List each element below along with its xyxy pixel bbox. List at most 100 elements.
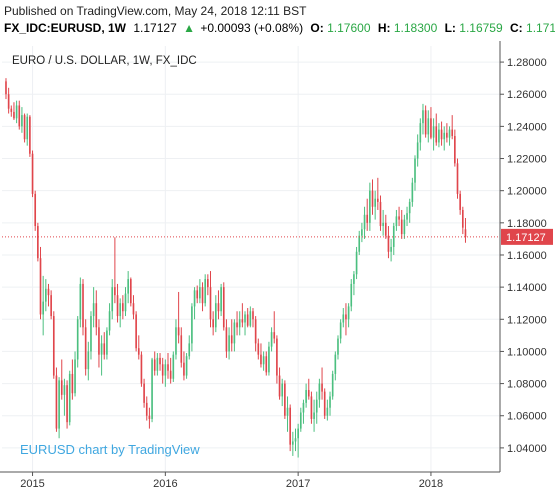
- candle-body: [347, 306, 350, 320]
- candle-body: [334, 354, 337, 374]
- y-tick-label: 1.24000: [507, 121, 547, 133]
- candle-body: [353, 274, 355, 284]
- candle-body: [82, 283, 84, 328]
- candle-body: [220, 287, 222, 312]
- candle-body: [45, 288, 47, 302]
- candle-body: [145, 402, 148, 416]
- close-value: 1.17127: [526, 21, 555, 35]
- y-tick-label: 1.10000: [507, 346, 547, 358]
- candle-body: [427, 118, 430, 135]
- candle-body: [71, 373, 74, 394]
- candle-body: [435, 126, 438, 143]
- candle-body: [448, 129, 451, 138]
- candle-body: [199, 287, 201, 299]
- candle-body: [122, 303, 124, 312]
- candle-body: [249, 311, 252, 326]
- candle-body: [129, 279, 132, 304]
- candle-body: [464, 229, 467, 237]
- x-tick-label: 2018: [419, 478, 443, 490]
- candle-body: [318, 383, 321, 400]
- candle-body: [207, 279, 209, 288]
- candle-body: [90, 316, 92, 352]
- candle-body: [114, 287, 116, 296]
- last-price-label: 1.17127: [506, 232, 546, 244]
- candle-body: [84, 327, 87, 370]
- candle-body: [326, 407, 329, 416]
- candle-body: [236, 322, 238, 328]
- candle-body: [379, 201, 382, 227]
- candle-body: [191, 306, 193, 344]
- candlestick-chart[interactable]: 1.17127 1.28000 1.26000 1.24000 1.22000 1.20…: [0, 41, 555, 496]
- candle-body: [222, 287, 225, 328]
- candle-body: [414, 158, 416, 183]
- candle-body: [225, 327, 228, 352]
- candle-body: [100, 343, 103, 355]
- open-label: O:: [310, 21, 324, 35]
- y-tick-label: 1.26000: [507, 89, 547, 101]
- y-tick-label: 1.18000: [507, 218, 547, 230]
- candle-body: [252, 311, 254, 320]
- candle-body: [403, 219, 406, 235]
- candle-body: [37, 226, 39, 259]
- close-label: C:: [510, 21, 523, 35]
- change-up-arrow-icon: ▲: [183, 21, 195, 35]
- candle-body: [79, 283, 82, 320]
- candle-body: [342, 314, 345, 323]
- candle-body: [382, 222, 384, 227]
- candle-body: [183, 362, 185, 376]
- candle-body: [323, 391, 326, 416]
- y-tick-label: 1.22000: [507, 154, 547, 166]
- candle-body: [132, 303, 135, 315]
- candle-body: [159, 357, 161, 365]
- candle-body: [390, 246, 392, 252]
- candle-body: [21, 115, 23, 127]
- y-tick-label: 1.06000: [507, 411, 547, 423]
- candle-body: [151, 359, 153, 419]
- candle-body: [47, 288, 50, 296]
- candle-body: [307, 390, 310, 397]
- candle-body: [63, 385, 66, 395]
- candle-body: [369, 190, 371, 223]
- candle-body: [430, 118, 432, 138]
- axes: 1.28000 1.26000 1.24000 1.22000 1.20000 1.180…: [0, 41, 547, 490]
- candle-body: [60, 380, 63, 395]
- candle-body: [34, 193, 37, 227]
- candle-body: [262, 356, 265, 365]
- y-tick-label: 1.16000: [507, 250, 547, 262]
- y-tick-label: 1.04000: [507, 443, 547, 455]
- candle-body: [119, 303, 122, 317]
- candle-body: [459, 193, 461, 210]
- candle-body: [143, 383, 145, 403]
- candle-body: [23, 115, 26, 140]
- overlay: 1.17127: [2, 228, 553, 245]
- candle-body: [137, 348, 140, 355]
- candle-body: [55, 375, 58, 429]
- x-tick-label: 2015: [20, 478, 44, 490]
- candle-body: [406, 213, 408, 220]
- candle-body: [443, 132, 446, 140]
- candle-body: [103, 343, 106, 355]
- candle-body: [39, 258, 42, 315]
- candle-body: [74, 359, 76, 394]
- candle-body: [268, 346, 270, 373]
- candle-body: [18, 105, 21, 127]
- candle-body: [451, 129, 454, 137]
- candle-body: [204, 279, 207, 304]
- candle-body: [294, 438, 297, 442]
- chart-container[interactable]: 1.17127 1.28000 1.26000 1.24000 1.22000 1.20…: [0, 41, 555, 496]
- candle-body: [106, 330, 108, 355]
- candle-body: [244, 314, 246, 323]
- candle-body: [392, 226, 395, 247]
- published-info: Published on TradingView.com, May 24, 20…: [4, 4, 307, 18]
- candle-body: [230, 335, 233, 344]
- candle-body: [358, 235, 361, 252]
- candle-body: [432, 126, 435, 138]
- candle-body: [156, 357, 159, 371]
- candle-body: [15, 105, 18, 119]
- candle-body: [345, 314, 347, 320]
- candle-body: [127, 279, 129, 294]
- candle-body: [361, 229, 363, 236]
- candle-body: [424, 110, 427, 135]
- candle-body: [384, 222, 387, 236]
- y-tick-label: 1.14000: [507, 282, 547, 294]
